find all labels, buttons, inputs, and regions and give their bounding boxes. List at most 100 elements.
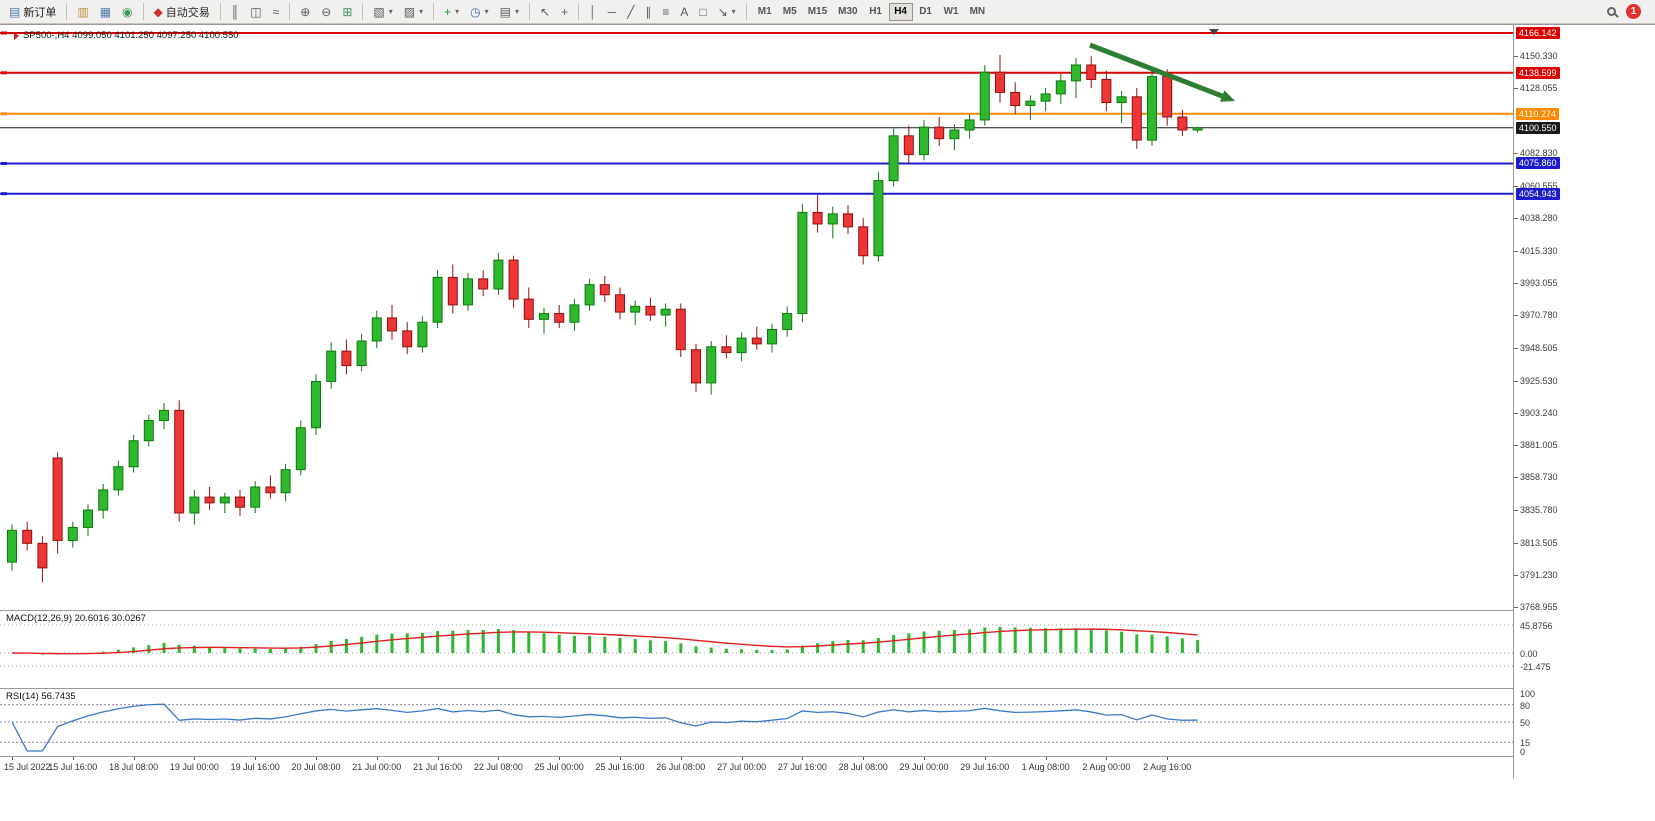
market-watch-button[interactable]: ▥ <box>72 2 93 22</box>
trend-arrow-head <box>1220 90 1235 102</box>
timeframe-d1-button[interactable]: D1 <box>914 3 938 21</box>
timeframe-mn-button[interactable]: MN <box>965 3 991 21</box>
price-tick: 4060.555 <box>1520 180 1558 191</box>
new-order-button-label: 新订单 <box>23 6 57 19</box>
templates-button[interactable]: ▤ ▾ <box>495 2 524 22</box>
candle <box>1071 57 1081 99</box>
time-tick-mark <box>194 757 196 760</box>
bar-chart-icon: ║ <box>230 4 240 19</box>
resistance-line-2-handle[interactable] <box>1 71 7 75</box>
price-tick-mark <box>1514 153 1518 155</box>
tile-windows-button[interactable]: ⊞ <box>337 2 357 22</box>
bar-chart-button[interactable]: ║ <box>226 2 245 22</box>
price-axis[interactable]: 4150.330 4128.055 4082.830 4060.555 4038.280… <box>1513 24 1655 778</box>
rsi-panel[interactable]: RSI(14) 56.7435 <box>0 688 1513 756</box>
price-tick-mark <box>1514 88 1518 90</box>
time-tick: 29 Jul 00:00 <box>899 762 949 772</box>
candle <box>326 342 337 389</box>
dropdown-arrow-icon[interactable]: ▾ <box>388 7 393 16</box>
timeframe-h4-button[interactable]: H4 <box>888 2 913 21</box>
price-tick: 4015.330 <box>1520 245 1558 256</box>
dropdown-arrow-icon[interactable]: ▾ <box>484 7 489 16</box>
time-tick: 19 Jul 00:00 <box>169 762 219 772</box>
candle <box>463 273 473 311</box>
time-tick-mark <box>498 757 500 760</box>
crosshair-button[interactable]: + <box>556 2 573 22</box>
line-chart-icon: ≈ <box>272 4 280 19</box>
vertical-line-button[interactable]: │ <box>584 2 602 22</box>
profiles-button[interactable]: ▨ ▾ <box>399 2 428 22</box>
timeframe-m5-button[interactable]: M5 <box>778 3 802 21</box>
dropdown-arrow-icon[interactable]: ▾ <box>419 7 424 16</box>
dropdown-arrow-icon[interactable]: ▾ <box>514 7 519 16</box>
price-tick: 4128.055 <box>1520 83 1558 94</box>
timeframe-m1-button[interactable]: M1 <box>753 3 777 21</box>
price-tick: 4038.280 <box>1520 212 1558 223</box>
period-button[interactable]: ◷ ▾ <box>465 2 494 22</box>
dropdown-arrow-icon[interactable]: ▾ <box>731 7 736 16</box>
candle <box>1177 109 1188 136</box>
search-icon[interactable] <box>1607 7 1616 16</box>
new-chart-button[interactable]: ▧ ▾ <box>368 2 397 22</box>
rsi-svg[interactable] <box>0 689 1513 757</box>
time-tick: 29 Jul 16:00 <box>960 762 1010 772</box>
trendline-button[interactable]: ╱ <box>622 2 639 22</box>
zoom-out-button[interactable]: ⊖ <box>316 2 336 22</box>
support-line-1-handle[interactable] <box>1 161 7 165</box>
data-window-button[interactable]: ▦ <box>95 2 116 22</box>
channel-button[interactable]: ∥ <box>640 2 656 22</box>
price-tick-mark <box>1514 574 1518 576</box>
add-indicator-button[interactable]: + ▾ <box>439 2 464 22</box>
macd-svg[interactable] <box>0 611 1513 689</box>
candle <box>782 306 793 337</box>
price-tick-mark <box>1514 217 1518 219</box>
price-chart-svg[interactable] <box>0 25 1513 611</box>
horizontal-line-button[interactable]: ─ <box>603 2 622 22</box>
text-icon: A <box>680 4 689 19</box>
text-button[interactable]: A <box>675 2 693 22</box>
time-tick-mark <box>376 757 378 760</box>
resistance-line-1-handle[interactable] <box>1 31 7 35</box>
timeframe-m30-button[interactable]: M30 <box>833 3 862 21</box>
timeframe-m15-button[interactable]: M15 <box>803 3 832 21</box>
price-tick: 3903.240 <box>1520 407 1558 418</box>
arrows-button[interactable]: ↘ ▾ <box>713 2 741 22</box>
price-tick-mark <box>1514 477 1518 479</box>
trend-arrow[interactable] <box>1089 42 1226 100</box>
new-order-icon: ▤ <box>9 4 21 19</box>
toolbar-separator <box>219 3 221 20</box>
candle <box>143 414 154 447</box>
text-label-button[interactable]: □ <box>694 2 711 22</box>
rsi-axis-label: 100 <box>1520 689 1536 699</box>
time-axis[interactable]: 15 Jul 2022 15 Jul 16:00 18 Jul 08:00 19 Ju… <box>0 756 1513 778</box>
time-tick-mark <box>133 757 135 760</box>
cursor-button[interactable]: ↖ <box>535 2 555 22</box>
line-chart-button[interactable]: ≈ <box>268 2 285 22</box>
macd-panel[interactable]: MACD(12,26,9) 20.6016 30.0267 <box>0 610 1513 688</box>
refresh-button[interactable]: ◉ <box>117 2 137 22</box>
candle <box>523 287 534 329</box>
price-tick: 4150.330 <box>1520 50 1558 61</box>
candle <box>311 374 321 435</box>
timeframe-h1-button[interactable]: H1 <box>864 3 888 21</box>
candlestick-chart-button[interactable]: ◫ <box>245 2 266 22</box>
chart-shift-marker-icon[interactable] <box>1209 29 1219 35</box>
candle <box>539 307 549 334</box>
time-tick: 20 Jul 08:00 <box>291 762 341 772</box>
pivot-line-handle[interactable] <box>1 112 7 116</box>
time-tick: 21 Jul 00:00 <box>352 762 402 772</box>
support-line-2-handle[interactable] <box>1 192 7 196</box>
candle <box>83 504 93 537</box>
autotrading-icon: ◆ <box>153 4 163 19</box>
new-order-button[interactable]: ▤ 新订单 <box>4 2 61 22</box>
candle <box>706 341 717 395</box>
autotrading-button[interactable]: ◆ 自动交易 <box>149 2 215 22</box>
zoom-in-button[interactable]: ⊕ <box>295 2 315 22</box>
candle <box>1055 73 1066 105</box>
timeframe-w1-button[interactable]: W1 <box>939 3 964 21</box>
fibonacci-button[interactable]: ≡ <box>657 2 674 22</box>
notification-badge[interactable]: 1 <box>1626 4 1641 19</box>
price-chart-panel[interactable]: SP500-,H4 4099.050 4101.250 4097.250 410… <box>0 24 1513 610</box>
chart-window[interactable]: SP500-,H4 4099.050 4101.250 4097.250 410… <box>0 24 1655 821</box>
dropdown-arrow-icon[interactable]: ▾ <box>455 7 460 16</box>
